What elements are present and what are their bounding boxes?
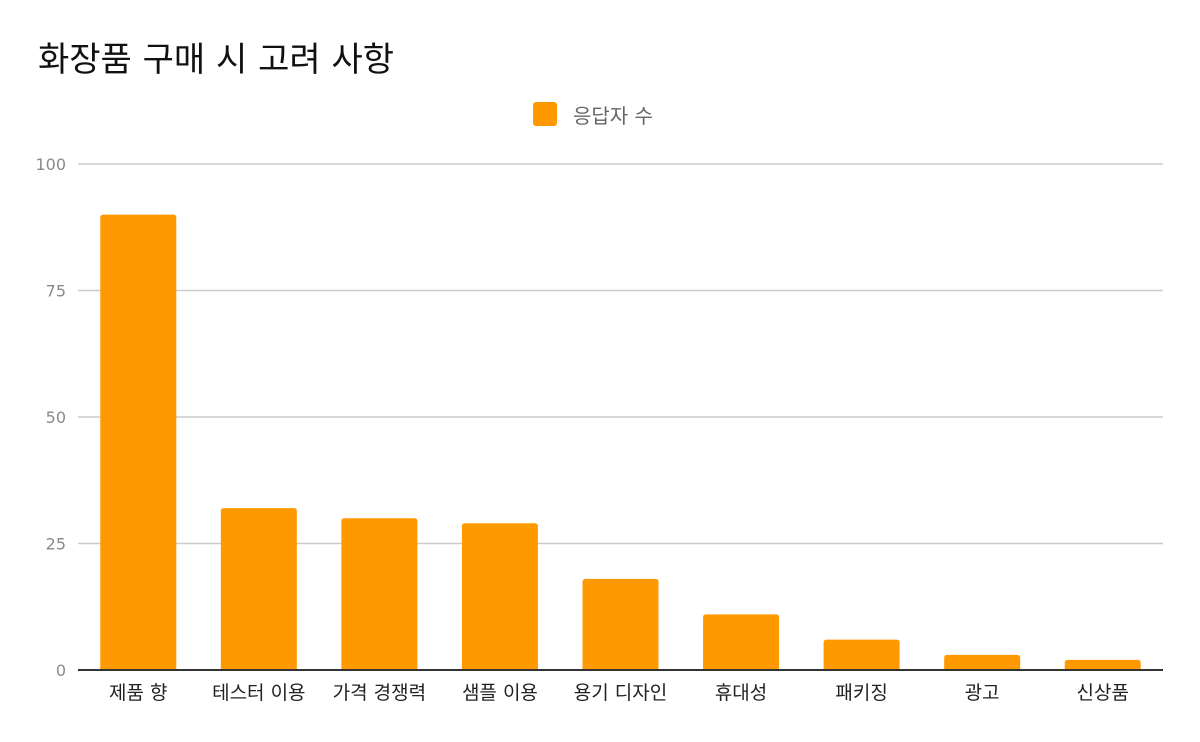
bar xyxy=(461,523,538,670)
gridlines xyxy=(78,163,1163,545)
x-tick-label: 휴대성 xyxy=(715,682,767,704)
x-tick-label: 용기 디자인 xyxy=(574,682,667,704)
legend-swatch xyxy=(533,102,557,126)
bar xyxy=(703,614,780,670)
y-axis-ticks: 0 25 50 75 100 xyxy=(35,155,66,680)
bars xyxy=(100,214,1141,670)
legend: 응답자 수 xyxy=(533,101,653,128)
x-tick-label: 광고 xyxy=(965,682,1000,704)
x-tick-label: 제품 향 xyxy=(109,682,167,704)
bar xyxy=(341,518,418,670)
x-tick-label: 테스터 이용 xyxy=(212,682,305,704)
bar xyxy=(823,639,900,670)
y-tick-label: 75 xyxy=(46,282,66,301)
chart-title: 화장품 구매 시 고려 사항 xyxy=(38,40,395,80)
x-tick-label: 가격 경쟁력 xyxy=(333,682,426,704)
x-tick-label: 패키징 xyxy=(835,682,887,704)
y-tick-label: 50 xyxy=(46,408,66,427)
bar xyxy=(944,654,1021,670)
y-tick-label: 0 xyxy=(56,661,66,680)
bar xyxy=(582,578,659,670)
bar xyxy=(100,214,177,670)
x-axis-ticks: 제품 향 테스터 이용 가격 경쟁력 샘플 이용 용기 디자인 휴대성 패키징 광고 신상품 xyxy=(109,682,1129,704)
x-tick-label: 샘플 이용 xyxy=(462,682,538,704)
y-tick-label: 100 xyxy=(35,155,66,174)
bar xyxy=(220,508,297,670)
bar xyxy=(1064,659,1141,670)
legend-label: 응답자 수 xyxy=(573,103,653,128)
x-tick-label: 신상품 xyxy=(1076,682,1128,704)
y-tick-label: 25 xyxy=(46,535,66,554)
